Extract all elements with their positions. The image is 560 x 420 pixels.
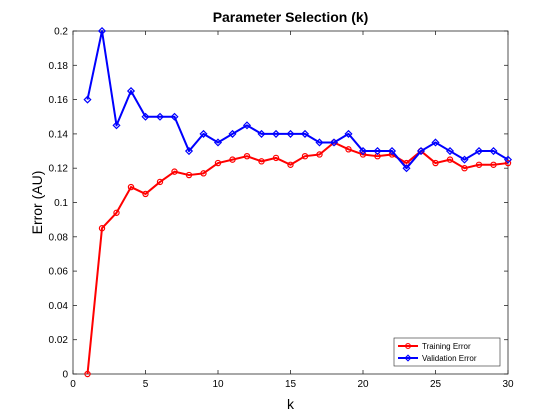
legend-marker — [405, 343, 411, 349]
data-point — [185, 171, 193, 179]
x-tick-label: 30 — [502, 379, 514, 390]
data-point — [503, 155, 513, 164]
data-point — [200, 170, 207, 177]
data-point — [460, 155, 469, 164]
x-tick-label: 20 — [357, 379, 369, 390]
data-point — [287, 161, 294, 168]
data-point — [271, 129, 281, 138]
legend-marker — [404, 354, 412, 362]
data-point — [402, 164, 411, 173]
series-validation-error — [83, 26, 513, 173]
data-point — [344, 129, 353, 138]
y-tick-label: 0.04 — [49, 301, 69, 312]
y-tick-label: 0.12 — [49, 164, 69, 175]
data-point — [83, 95, 92, 104]
data-point — [257, 129, 266, 138]
x-tick-label: 5 — [143, 379, 149, 390]
data-point — [142, 190, 149, 198]
y-tick-label: 0.02 — [49, 335, 69, 346]
data-point — [490, 161, 497, 168]
y-tick-label: 0.2 — [54, 27, 68, 38]
y-tick-label: 0.1 — [54, 198, 68, 209]
data-point — [461, 164, 468, 172]
x-tick-label: 15 — [285, 379, 297, 390]
data-point — [445, 147, 455, 156]
chart-title: Parameter Selection (k) — [213, 9, 369, 25]
data-point — [474, 147, 484, 156]
data-point — [170, 112, 179, 121]
data-point — [301, 152, 309, 160]
data-point — [258, 158, 265, 165]
data-point — [171, 168, 178, 175]
data-point — [199, 129, 208, 138]
data-point — [300, 129, 310, 138]
legend: Training Error Validation Error — [393, 337, 501, 367]
data-point — [329, 138, 339, 147]
data-point — [431, 138, 440, 147]
data-point — [243, 152, 251, 160]
legend-label: Validation Error — [422, 354, 477, 363]
data-point — [489, 147, 498, 156]
y-tick-label: 0 — [62, 370, 68, 381]
data-point — [315, 138, 324, 147]
data-point — [416, 147, 426, 156]
y-tick-label: 0.18 — [49, 61, 69, 72]
data-point — [97, 26, 107, 36]
data-point — [214, 159, 222, 167]
data-point — [228, 129, 237, 138]
data-point — [155, 112, 165, 121]
series-layer — [83, 26, 513, 378]
y-tick-label: 0.08 — [49, 232, 69, 243]
data-point — [475, 161, 483, 168]
data-point — [286, 129, 295, 138]
plot-area — [72, 30, 509, 375]
data-point — [84, 370, 91, 378]
data-point — [156, 178, 164, 186]
data-point — [432, 159, 439, 167]
data-point — [387, 147, 397, 156]
legend-item: Validation Error — [398, 354, 477, 363]
legend-label: Training Error — [422, 342, 471, 351]
data-point — [184, 147, 194, 156]
data-point — [272, 154, 280, 162]
data-point — [345, 146, 352, 153]
data-point — [446, 156, 454, 163]
data-point — [141, 112, 150, 121]
data-point — [113, 209, 120, 216]
axes: 0 5 10 15 20 25 30 0 0.02 0.04 0.06 0.08 0.1 0.12 0.14… — [49, 27, 514, 391]
x-axis-label: k — [287, 396, 295, 412]
data-point — [126, 86, 136, 96]
x-tick-label: 10 — [212, 379, 224, 390]
y-tick-label: 0.06 — [49, 267, 69, 278]
y-tick-label: 0.16 — [49, 95, 69, 106]
data-point — [229, 156, 236, 163]
data-point — [316, 151, 323, 158]
x-tick-label: 25 — [430, 379, 442, 390]
data-point — [127, 183, 135, 191]
data-point — [504, 159, 512, 167]
x-tick-label: 0 — [70, 379, 76, 390]
data-point — [358, 147, 368, 156]
legend-item: Training Error — [398, 342, 471, 351]
data-point — [373, 147, 382, 156]
y-axis-label: Error (AU) — [29, 171, 45, 235]
plot-box — [72, 30, 509, 375]
legend-box — [393, 337, 501, 367]
data-point — [98, 225, 106, 232]
data-point — [213, 138, 223, 147]
data-point — [242, 121, 252, 130]
data-point — [112, 121, 121, 130]
y-tick-label: 0.14 — [49, 129, 69, 140]
